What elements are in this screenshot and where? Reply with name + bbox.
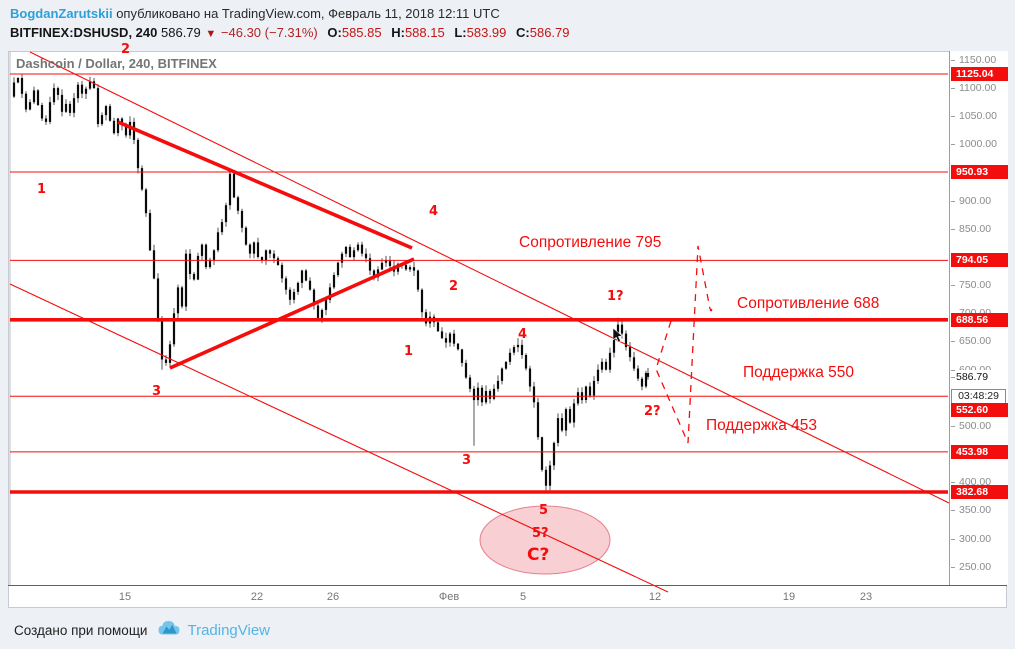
price-tick-label: 750.00 (959, 279, 992, 291)
trendline[interactable] (29, 51, 950, 504)
price-level-badge: 950.93 (951, 165, 1008, 179)
trendline[interactable] (9, 283, 669, 593)
price-tick-label: 500.00 (959, 420, 992, 432)
price-tick-label: 1050.00 (959, 110, 997, 122)
candlestick-series (12, 74, 650, 492)
price-tick-label: 1150.00 (959, 54, 997, 66)
axis-tick-dash (951, 567, 955, 568)
price-level-badge: 382.68 (951, 485, 1008, 499)
tradingview-logo-icon (157, 618, 181, 643)
down-arrow-icon: ▼ (205, 28, 217, 40)
axis-tick-dash (951, 539, 955, 540)
symbol-ohlc-line: BITFINEX:DSHUSD, 240 586.79 ▼ −46.30 (−7… (10, 25, 570, 40)
axis-tick-dash (951, 482, 955, 483)
author-link[interactable]: BogdanZarutskii (10, 6, 113, 21)
chart-title: Dashcoin / Dollar, 240, BITFINEX (16, 56, 217, 71)
price-level-badge: 688.56 (951, 313, 1008, 327)
price-tick-label: 250.00 (959, 561, 992, 573)
axis-tick-dash (951, 88, 955, 89)
footer: Создано при помощи TradingView (14, 618, 270, 642)
low-value: 583.99 (466, 25, 507, 40)
axis-tick-dash (951, 426, 955, 427)
price-axis[interactable]: 1150.00 1100.00 1050.00 1000.00 900.00 850.00… (949, 51, 1008, 585)
time-tick-label: Фев (438, 591, 460, 603)
projection-end-dot (709, 308, 713, 312)
open-label: O: (327, 25, 342, 40)
axis-tick-dash (951, 285, 955, 286)
time-tick-label: 23 (859, 591, 873, 603)
mouse-cursor-icon (612, 327, 623, 343)
price-tick-label: 650.00 (959, 335, 992, 347)
time-axis[interactable]: 15 22 26 Фев 5 12 19 23 (8, 585, 1007, 609)
price-level-badge: 1125.04 (951, 67, 1008, 81)
current-price-label: 586.79 (956, 370, 1006, 384)
time-tick-label: 19 (782, 591, 796, 603)
price-level-badge: 552.60 (951, 403, 1008, 417)
axis-tick-dash (951, 229, 955, 230)
price-tick-label: 350.00 (959, 504, 992, 516)
target-zone-ellipse (479, 505, 611, 575)
axis-tick-dash (951, 144, 955, 145)
axis-tick-dash (951, 201, 955, 202)
time-tick-label: 26 (326, 591, 340, 603)
axis-tick-dash (951, 341, 955, 342)
open-value: 585.85 (341, 25, 382, 40)
trendline[interactable] (169, 257, 415, 370)
tradingview-brand-link[interactable]: TradingView (187, 621, 271, 639)
price-tick-label: 850.00 (959, 223, 992, 235)
close-label: C: (516, 25, 530, 40)
trendline[interactable] (117, 120, 413, 250)
created-with-text: Создано при помощи (14, 622, 148, 638)
low-label: L: (454, 25, 467, 40)
projection-path[interactable] (655, 245, 711, 444)
high-label: H: (391, 25, 405, 40)
current-price-tick (951, 377, 955, 378)
price-tick-label: 1100.00 (959, 82, 997, 94)
close-value: 586.79 (529, 25, 570, 40)
time-tick-label: 22 (250, 591, 264, 603)
bar-countdown: 03:48:29 (951, 389, 1006, 404)
time-tick-label: 12 (648, 591, 662, 603)
publication-header: BogdanZarutskii опубликовано на TradingV… (10, 6, 570, 40)
published-text: опубликовано на TradingView.com, Февраль… (116, 6, 500, 21)
high-value: 588.15 (404, 25, 445, 40)
axis-tick-dash (951, 116, 955, 117)
last-price: 586.79 (161, 25, 201, 40)
symbol-name: BITFINEX:DSHUSD, 240 (10, 25, 158, 40)
price-tick-label: 900.00 (959, 195, 992, 207)
time-tick-label: 5 (519, 591, 527, 603)
price-level-badge: 794.05 (951, 253, 1008, 267)
axis-tick-dash (951, 370, 955, 371)
price-tick-label: 1000.00 (959, 138, 997, 150)
price-change: −46.30 (−7.31%) (220, 25, 318, 40)
axis-tick-dash (951, 510, 955, 511)
axis-tick-dash (951, 60, 955, 61)
chart-plot-area[interactable] (8, 51, 950, 593)
time-tick-label: 15 (118, 591, 132, 603)
publication-line: BogdanZarutskii опубликовано на TradingV… (10, 6, 570, 21)
price-tick-label: 300.00 (959, 533, 992, 545)
price-level-badge: 453.98 (951, 445, 1008, 459)
